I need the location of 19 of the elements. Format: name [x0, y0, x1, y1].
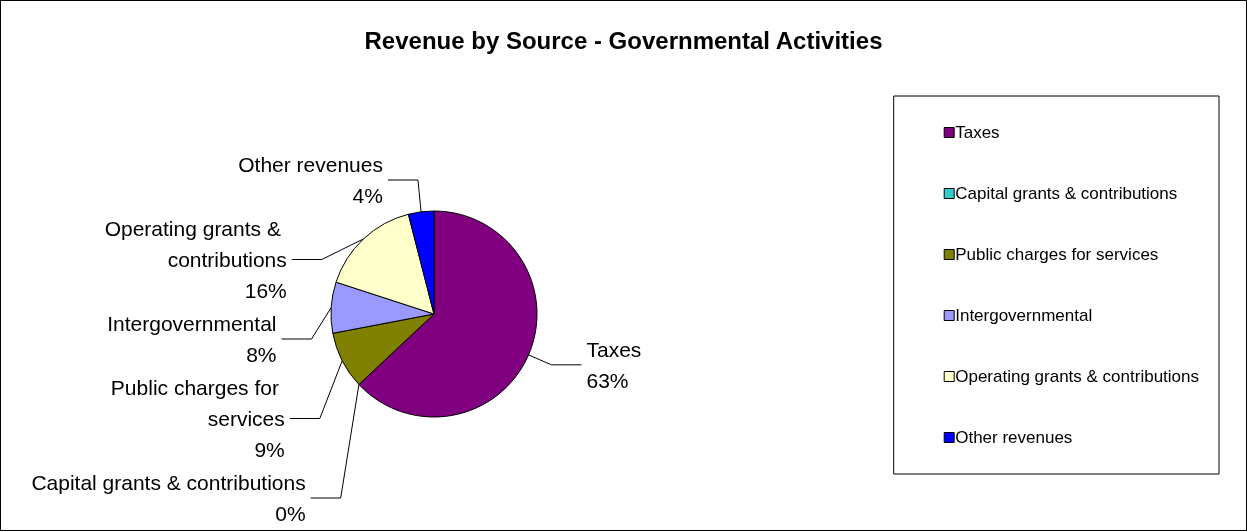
data-label: 9% — [254, 438, 285, 461]
category-label: Capital grants & contributions — [31, 471, 306, 494]
data-label: 63% — [586, 368, 629, 392]
slice-label: Other revenues — [238, 153, 383, 176]
legend-label: Intergovernmental — [955, 306, 1093, 325]
legend-label: Taxes — [955, 123, 1000, 142]
legend-label: Operating grants & contributions — [955, 367, 1200, 386]
data-label: 16% — [244, 279, 287, 302]
slice-label: Taxes — [586, 337, 642, 361]
legend-label: Public charges for services — [955, 245, 1159, 264]
legend-label: Other revenues — [955, 428, 1073, 447]
data-label: 8% — [246, 343, 277, 366]
legend-label: Capital grants & contributions — [955, 184, 1178, 203]
text: 0% — [275, 502, 306, 525]
slice-label: Intergovernmental — [107, 312, 277, 335]
slice-label: Public charges for services — [110, 376, 285, 430]
data-label: 4% — [352, 184, 383, 207]
chart-title: Revenue by Source - Governmental Activities — [364, 26, 883, 54]
slice-label: Operating grants & contributions — [104, 217, 287, 271]
